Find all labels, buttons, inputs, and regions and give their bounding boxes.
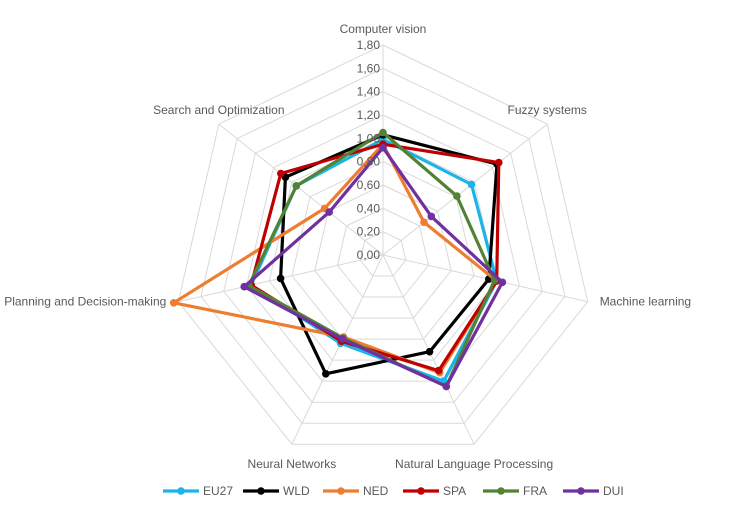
series-dui <box>240 143 507 391</box>
data-point-dui <box>442 382 451 391</box>
legend-swatch-marker <box>577 487 585 495</box>
data-point-spa <box>277 169 285 178</box>
legend-item-eu27: EU27 <box>163 484 233 498</box>
category-label-fuzzy-systems: Fuzzy systems <box>508 103 587 117</box>
tick-label: 1,60 <box>357 61 381 75</box>
data-point-wld <box>276 274 285 283</box>
axis-spoke <box>291 254 384 445</box>
legend-swatch-marker <box>337 487 345 495</box>
data-point-eu27 <box>467 180 476 189</box>
grid-ring <box>291 161 475 340</box>
category-label-search-and-optimization: Search and Optimization <box>153 103 284 117</box>
grid-ring <box>359 231 407 277</box>
legend-item-spa: SPA <box>403 484 466 498</box>
legend-label: SPA <box>443 484 466 498</box>
tick-label: 1,80 <box>357 38 381 52</box>
data-point-dui <box>379 143 387 152</box>
legend-swatch-marker <box>497 487 505 495</box>
legend-label: FRA <box>523 484 547 498</box>
grid-ring <box>177 44 589 445</box>
legend-label: EU27 <box>203 484 233 498</box>
category-label-natural-language-processing: Natural Language Processing <box>395 457 553 471</box>
tick-label: 0,20 <box>357 225 381 239</box>
series-layer <box>169 128 507 391</box>
tick-label: 0,80 <box>357 155 381 169</box>
tick-label: 1,00 <box>357 131 381 145</box>
tick-label: 1,20 <box>357 108 381 122</box>
data-point-ned <box>420 218 428 227</box>
data-point-dui <box>325 208 334 216</box>
grid-ring <box>223 91 543 403</box>
tick-label: 0,40 <box>357 201 381 215</box>
data-point-ned <box>169 299 178 307</box>
tick-label: 1,40 <box>357 85 381 99</box>
data-point-spa <box>495 158 503 167</box>
grid-ring <box>314 184 452 319</box>
category-label-computer-vision: Computer vision <box>340 22 427 36</box>
data-point-dui <box>240 282 248 291</box>
legend-swatch-marker <box>257 487 265 495</box>
axis-spoke <box>218 123 384 256</box>
data-point-fra <box>379 128 387 137</box>
legend-item-wld: WLD <box>243 484 310 498</box>
legend-item-fra: FRA <box>483 484 547 498</box>
tick-label-layer: 0,00 0,20 0,40 0,60 0,80 1,00 1,20 1,40 1,60 1,80 <box>357 38 381 262</box>
data-point-spa <box>434 366 443 375</box>
data-point-fra <box>453 192 461 200</box>
legend: EU27 WLD NED SPA FRA DUI <box>163 484 624 498</box>
grid-ring <box>200 67 566 424</box>
category-label-machine-learning: Machine learning <box>600 295 691 309</box>
category-label-layer: Computer vision Fuzzy systems Machine lear… <box>4 22 691 471</box>
series-line-dui <box>242 146 504 388</box>
data-point-wld <box>322 370 330 378</box>
axis-spoke <box>382 123 548 256</box>
legend-label: WLD <box>283 484 310 498</box>
data-point-dui <box>338 335 347 343</box>
category-label-neural-networks: Neural Networks <box>248 457 337 471</box>
data-point-dui <box>498 278 507 287</box>
data-point-dui <box>427 212 436 221</box>
grid-ring <box>336 207 430 298</box>
category-label-planning-and-decision-making: Planning and Decision-making <box>4 295 166 309</box>
legend-label: DUI <box>603 484 624 498</box>
tick-label: 0,00 <box>357 248 381 262</box>
data-point-fra <box>292 182 301 190</box>
legend-label: NED <box>363 484 389 498</box>
legend-item-ned: NED <box>323 484 389 498</box>
series-line-spa <box>249 142 501 373</box>
tick-label: 0,60 <box>357 178 381 192</box>
legend-item-dui: DUI <box>563 484 624 498</box>
series-line-wld <box>279 133 499 376</box>
legend-swatch-marker <box>417 487 425 495</box>
legend-swatch-marker <box>177 487 185 495</box>
data-point-wld <box>425 347 434 356</box>
